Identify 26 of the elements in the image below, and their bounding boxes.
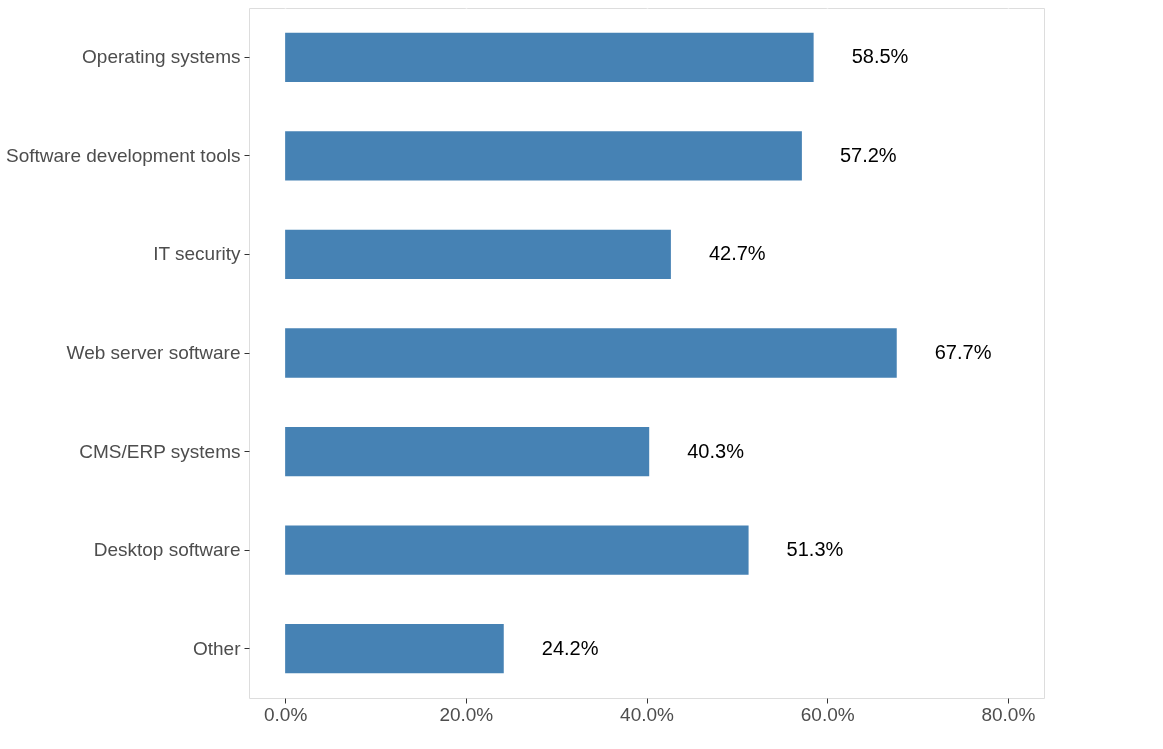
x-tick-label: 20.0% — [439, 703, 494, 725]
data-label: 24.2% — [541, 636, 599, 659]
y-tick-label: Other — [192, 637, 242, 659]
data-label: 67.7% — [934, 341, 992, 363]
y-tick-label: Operating systems — [82, 46, 241, 68]
bar — [285, 426, 650, 477]
x-tick-label: 60.0% — [800, 703, 855, 725]
data-label: 42.7% — [708, 242, 766, 265]
y-tick-label: IT security — [153, 243, 241, 265]
bar — [285, 32, 814, 82]
y-tick-label: Software development tools — [6, 144, 241, 166]
data-label: 40.3% — [687, 439, 745, 462]
x-tick-label: 0.0% — [263, 703, 308, 725]
data-label: 51.3% — [786, 538, 844, 561]
data-label: 57.2% — [839, 143, 897, 166]
bar — [285, 525, 749, 575]
bar — [285, 229, 671, 280]
y-tick-label: CMS/ERP systems — [79, 440, 241, 462]
bar — [285, 328, 897, 378]
bar — [285, 624, 504, 674]
bar — [285, 131, 802, 181]
x-tick-label: 40.0% — [620, 703, 675, 725]
y-tick-label: Desktop software — [93, 539, 241, 561]
x-tick-label: 80.0% — [981, 703, 1036, 725]
data-label: 58.5% — [851, 45, 909, 68]
y-tick-label: Web server software — [66, 342, 241, 363]
